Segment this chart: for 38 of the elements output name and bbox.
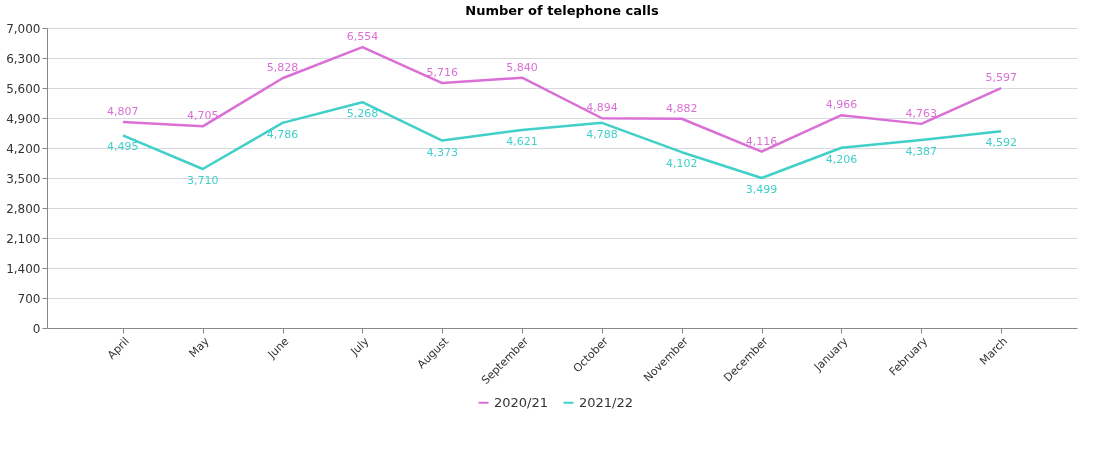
data-label: 4,705 bbox=[186, 109, 219, 123]
data-label: 6,554 bbox=[346, 30, 379, 44]
y-tick-label: 700 bbox=[17, 291, 41, 306]
data-label: 4,882 bbox=[666, 101, 698, 115]
y-tick-label: 0 bbox=[32, 321, 41, 336]
data-label: 4,206 bbox=[825, 152, 858, 166]
y-tick-label: 6,300 bbox=[6, 51, 41, 66]
data-label: 3,710 bbox=[186, 174, 219, 187]
y-tick-label: 4,900 bbox=[6, 111, 41, 126]
data-label: 4,807 bbox=[107, 104, 139, 118]
data-label: 4,788 bbox=[586, 127, 618, 141]
data-label: 5,597 bbox=[985, 71, 1017, 85]
chart-title: Number of telephone calls bbox=[465, 3, 659, 18]
data-label: 5,828 bbox=[266, 61, 299, 75]
y-tick-label: 2,800 bbox=[6, 201, 41, 216]
legend-label: 2020/21 bbox=[494, 394, 549, 410]
data-label: 4,894 bbox=[586, 101, 618, 115]
data-label: 5,268 bbox=[346, 107, 379, 121]
y-tick-label: 7,000 bbox=[6, 21, 41, 36]
data-label: 4,763 bbox=[905, 106, 938, 120]
data-label: 4,102 bbox=[666, 157, 698, 171]
legend-label: 2021/22 bbox=[579, 394, 634, 410]
data-label: 5,716 bbox=[426, 66, 458, 80]
data-label: 4,592 bbox=[985, 136, 1017, 150]
y-tick-label: 2,100 bbox=[6, 231, 41, 246]
y-tick-label: 5,600 bbox=[6, 81, 41, 96]
data-label: 3,499 bbox=[745, 183, 778, 197]
y-tick-label: 4,200 bbox=[6, 141, 41, 156]
data-label: 4,116 bbox=[745, 134, 778, 148]
y-tick-label: 1,400 bbox=[6, 261, 41, 276]
data-label: 5,840 bbox=[506, 60, 538, 74]
data-label: 4,495 bbox=[107, 140, 139, 154]
data-label: 4,373 bbox=[426, 145, 458, 159]
data-label: 4,621 bbox=[506, 134, 538, 148]
data-label: 4,786 bbox=[266, 127, 299, 141]
data-label: 4,387 bbox=[905, 144, 938, 158]
y-tick-label: 3,500 bbox=[6, 171, 41, 186]
data-label: 4,966 bbox=[825, 98, 858, 112]
